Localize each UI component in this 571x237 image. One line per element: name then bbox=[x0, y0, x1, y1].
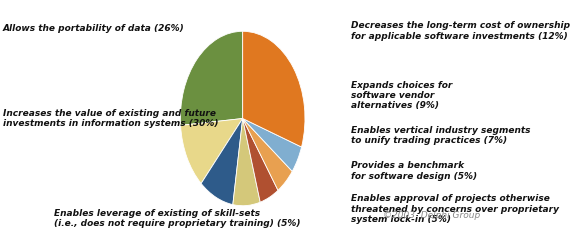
Wedge shape bbox=[233, 118, 260, 206]
Text: Increases the value of existing and future
investments in information systems (3: Increases the value of existing and futu… bbox=[3, 109, 218, 128]
Wedge shape bbox=[243, 118, 301, 171]
Text: Enables vertical industry segments
to unify trading practices (7%): Enables vertical industry segments to un… bbox=[351, 126, 530, 145]
Text: Enables leverage of existing of skill-sets
(i.e., does not require proprietary t: Enables leverage of existing of skill-se… bbox=[54, 209, 301, 228]
Text: Decreases the long-term cost of ownership
for applicable software investments (1: Decreases the long-term cost of ownershi… bbox=[351, 21, 570, 41]
Text: ©2003  Delphi Group: ©2003 Delphi Group bbox=[383, 211, 480, 220]
Text: Allows the portability of data (26%): Allows the portability of data (26%) bbox=[3, 24, 184, 33]
Text: Enables approval of projects otherwise
threatened by concerns over proprietary
s: Enables approval of projects otherwise t… bbox=[351, 194, 559, 224]
Text: Provides a benchmark
for software design (5%): Provides a benchmark for software design… bbox=[351, 161, 477, 181]
Wedge shape bbox=[180, 118, 243, 183]
Text: Expands choices for
software vendor
alternatives (9%): Expands choices for software vendor alte… bbox=[351, 81, 453, 110]
Wedge shape bbox=[243, 31, 305, 147]
Wedge shape bbox=[180, 31, 243, 125]
Wedge shape bbox=[243, 118, 278, 202]
Wedge shape bbox=[201, 118, 243, 205]
Wedge shape bbox=[243, 118, 292, 190]
